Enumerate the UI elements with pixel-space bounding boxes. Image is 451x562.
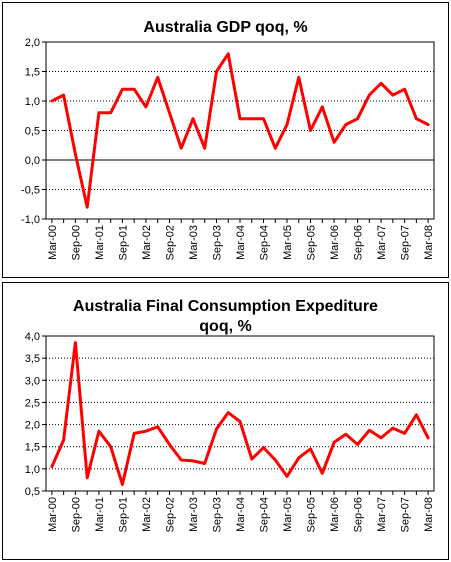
x-tick-label: Mar-05 (282, 497, 294, 532)
y-tick-label: 1,0 (25, 464, 40, 476)
y-tick-label: 0,5 (25, 486, 40, 498)
x-tick-label: Mar-02 (141, 225, 153, 260)
plot-area (45, 41, 435, 220)
x-tick-label: Mar-00 (47, 225, 59, 260)
x-tick-label: Sep-00 (70, 497, 82, 532)
consumption-chart-title-line2: qoq, % (199, 318, 252, 335)
y-tick-label: -1,0 (21, 214, 40, 226)
y-tick-label: 2,5 (25, 397, 40, 409)
consumption-chart-panel: Australia Final Consumption Expediture q… (2, 282, 449, 560)
y-tick-label: 1,5 (25, 442, 40, 454)
x-tick-label: Mar-01 (94, 225, 106, 260)
x-tick-label: Mar-04 (235, 225, 247, 260)
series-line (50, 52, 430, 209)
y-tick-label: 0,0 (25, 155, 40, 167)
y-tick-label: 2,0 (25, 37, 40, 49)
x-tick-label: Sep-04 (259, 497, 271, 532)
y-tick-label: -0,5 (21, 185, 40, 197)
x-tick-label: Sep-06 (353, 497, 365, 532)
y-tick-label: 1,5 (25, 67, 40, 79)
x-tick-label: Sep-05 (306, 497, 318, 532)
gdp-chart-panel: Australia GDP qoq, % 2,0 1,5 1,0 0,5 0,0 -0,5… (2, 2, 449, 278)
x-tick-label: Mar-04 (235, 497, 247, 532)
x-tick-label: Sep-01 (117, 497, 129, 532)
x-tick-label: Sep-04 (259, 225, 271, 260)
x-tick-label: Sep-06 (353, 225, 365, 260)
x-tick-label: Mar-06 (329, 497, 341, 532)
gdp-chart-svg: 2,0 1,5 1,0 0,5 0,0 -0,5 -1,0 Mar-00 Sep-00 Mar-0… (21, 37, 435, 260)
x-tick-label: Sep-00 (70, 225, 82, 260)
x-tick-label: Mar-08 (423, 225, 435, 260)
x-tick-label: Sep-07 (400, 497, 412, 532)
x-tick-label: Mar-02 (141, 497, 153, 532)
x-tick-label: Sep-03 (211, 497, 223, 532)
y-tick-label: 1,0 (25, 96, 40, 108)
consumption-chart-svg: 4,0 3,5 3,0 2,5 2,0 1,5 1,0 0,5 Mar-00 Sep-00 Mar-… (25, 331, 435, 532)
x-tick-label: Mar-07 (376, 225, 388, 260)
x-tick-label: Sep-02 (164, 497, 176, 532)
plot-area (45, 335, 435, 492)
x-tick-label: Mar-01 (94, 497, 106, 532)
x-tick-label: Sep-07 (400, 225, 412, 260)
x-tick-label: Sep-02 (164, 225, 176, 260)
x-tick-label: Mar-03 (188, 225, 200, 260)
x-tick-label: Mar-00 (47, 497, 59, 532)
x-tick-label: Mar-08 (423, 497, 435, 532)
x-tick-label: Sep-03 (211, 225, 223, 260)
x-tick-label: Mar-07 (376, 497, 388, 532)
x-tick-label: Sep-01 (117, 225, 129, 260)
series-line (50, 341, 430, 486)
y-tick-label: 3,5 (25, 353, 40, 365)
y-tick-label: 2,0 (25, 420, 40, 432)
y-tick-label: 3,0 (25, 375, 40, 387)
consumption-chart-title-line1: Australia Final Consumption Expediture (73, 298, 378, 315)
y-tick-label: 0,5 (25, 126, 40, 138)
gdp-chart-title: Australia GDP qoq, % (143, 19, 308, 36)
y-tick-label: 4,0 (25, 331, 40, 343)
x-tick-label: Mar-06 (329, 225, 341, 260)
x-tick-label: Sep-05 (306, 225, 318, 260)
x-tick-label: Mar-03 (188, 497, 200, 532)
x-tick-label: Mar-05 (282, 225, 294, 260)
